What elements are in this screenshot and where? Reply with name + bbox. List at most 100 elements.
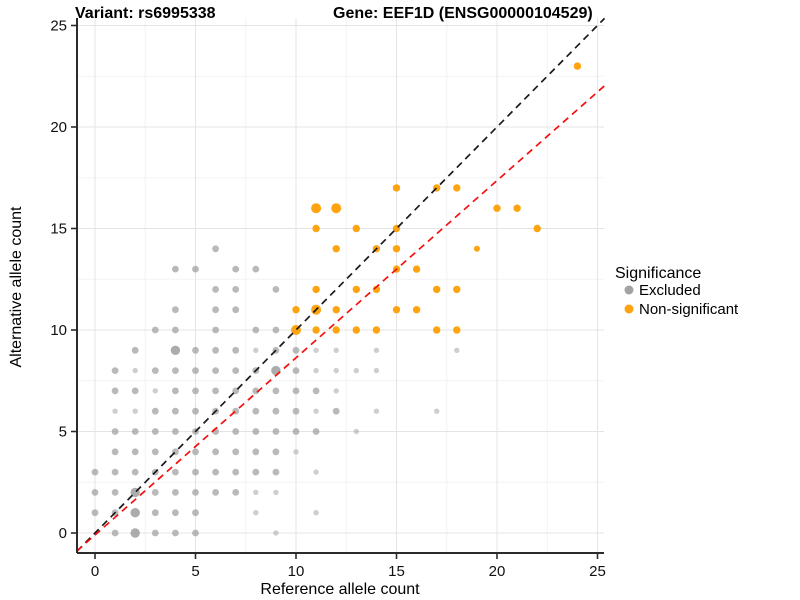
data-point-non-significant xyxy=(312,224,320,233)
x-tick-label: 10 xyxy=(288,563,305,580)
data-point-excluded xyxy=(434,408,440,414)
data-point-excluded xyxy=(333,388,339,394)
data-point-excluded xyxy=(152,388,158,394)
data-point-non-significant xyxy=(312,285,320,294)
data-point-excluded xyxy=(272,448,280,456)
data-point-excluded xyxy=(151,407,159,415)
data-point-excluded xyxy=(131,448,139,456)
y-tick-label: 5 xyxy=(59,424,67,441)
data-point-excluded xyxy=(192,387,199,395)
data-point-excluded xyxy=(232,428,240,435)
data-point-non-significant xyxy=(392,245,401,253)
data-point-non-significant xyxy=(453,285,461,294)
data-point-excluded xyxy=(111,529,119,537)
data-point-excluded xyxy=(192,529,199,537)
data-point-non-significant xyxy=(533,224,541,233)
data-point-non-significant xyxy=(573,62,582,70)
data-point-excluded xyxy=(353,367,359,374)
data-point-excluded xyxy=(192,468,199,476)
data-point-excluded xyxy=(151,428,159,435)
data-point-excluded xyxy=(111,428,119,435)
x-tick-labels: 0 5 10 15 20 25 xyxy=(91,563,606,580)
data-point-non-significant xyxy=(473,245,480,252)
data-point-non-significant xyxy=(372,326,381,334)
data-point-excluded xyxy=(252,265,260,273)
data-point-excluded xyxy=(232,346,240,354)
x-axis-title: Reference allele count xyxy=(260,581,420,598)
data-point-excluded xyxy=(212,286,220,293)
y-tick-label: 25 xyxy=(50,18,67,35)
data-point-excluded xyxy=(172,509,179,517)
data-point-excluded xyxy=(192,448,199,456)
data-point-excluded xyxy=(131,428,139,435)
data-point-excluded xyxy=(212,306,220,314)
data-point-excluded xyxy=(312,428,320,435)
x-tick-label: 25 xyxy=(589,563,606,580)
data-point-excluded xyxy=(151,509,159,517)
data-point-excluded xyxy=(293,449,299,455)
data-point-non-significant xyxy=(331,203,342,214)
data-point-excluded xyxy=(172,326,179,334)
data-point-excluded xyxy=(151,326,159,334)
data-point-excluded xyxy=(332,407,340,415)
scatter-points xyxy=(91,62,582,538)
legend-title: Significance xyxy=(615,265,701,282)
x-tick-label: 5 xyxy=(191,563,199,580)
data-point-excluded xyxy=(313,469,319,475)
data-point-non-significant xyxy=(332,245,340,253)
data-point-excluded xyxy=(131,346,139,354)
data-point-excluded xyxy=(172,468,179,476)
data-point-excluded xyxy=(292,387,300,395)
data-point-non-significant xyxy=(513,204,521,212)
data-point-non-significant xyxy=(453,326,461,334)
major-gridlines xyxy=(77,18,604,553)
data-point-excluded xyxy=(151,367,159,374)
y-tick-label: 0 xyxy=(59,525,67,542)
data-point-excluded xyxy=(313,347,319,353)
data-point-non-significant xyxy=(312,326,320,334)
axis-tick-marks xyxy=(71,24,599,559)
legend-label-nonsignificant: Non-significant xyxy=(639,301,739,318)
y-tick-label: 15 xyxy=(50,221,67,238)
data-point-non-significant xyxy=(453,184,461,192)
data-point-non-significant xyxy=(332,326,340,334)
legend: Significance Excluded Non-significant xyxy=(615,265,739,318)
legend-swatch-excluded xyxy=(624,285,634,295)
data-point-excluded xyxy=(132,367,138,374)
data-point-excluded xyxy=(232,367,240,374)
data-point-excluded xyxy=(130,528,140,538)
data-point-non-significant xyxy=(292,306,300,314)
data-point-excluded xyxy=(292,407,300,415)
data-point-excluded xyxy=(272,468,280,476)
data-point-excluded xyxy=(253,347,259,353)
data-point-excluded xyxy=(232,489,240,496)
legend-swatch-nonsignificant xyxy=(624,304,634,314)
data-point-excluded xyxy=(272,407,280,415)
data-point-excluded xyxy=(312,387,320,395)
data-point-excluded xyxy=(111,387,119,395)
data-point-excluded xyxy=(272,428,280,435)
fit-line xyxy=(77,85,605,552)
data-point-excluded xyxy=(111,367,119,374)
data-point-non-significant xyxy=(352,326,360,334)
data-point-excluded xyxy=(232,265,240,273)
data-point-excluded xyxy=(132,408,138,414)
data-point-excluded xyxy=(130,508,140,518)
data-point-excluded xyxy=(212,326,220,334)
data-point-excluded xyxy=(91,489,99,496)
plot-title-variant: Variant: rs6995338 xyxy=(75,5,216,22)
data-point-excluded xyxy=(252,326,260,334)
data-point-excluded xyxy=(151,448,159,456)
data-point-excluded xyxy=(212,489,220,496)
data-point-non-significant xyxy=(433,285,441,294)
data-point-excluded xyxy=(313,367,319,374)
data-point-excluded xyxy=(313,510,319,516)
y-tick-labels: 0 5 10 15 20 25 xyxy=(50,18,67,543)
data-point-excluded xyxy=(192,489,199,496)
data-point-excluded xyxy=(192,346,199,354)
data-point-excluded xyxy=(252,428,260,435)
data-point-non-significant xyxy=(332,306,340,314)
data-point-excluded xyxy=(170,345,181,355)
